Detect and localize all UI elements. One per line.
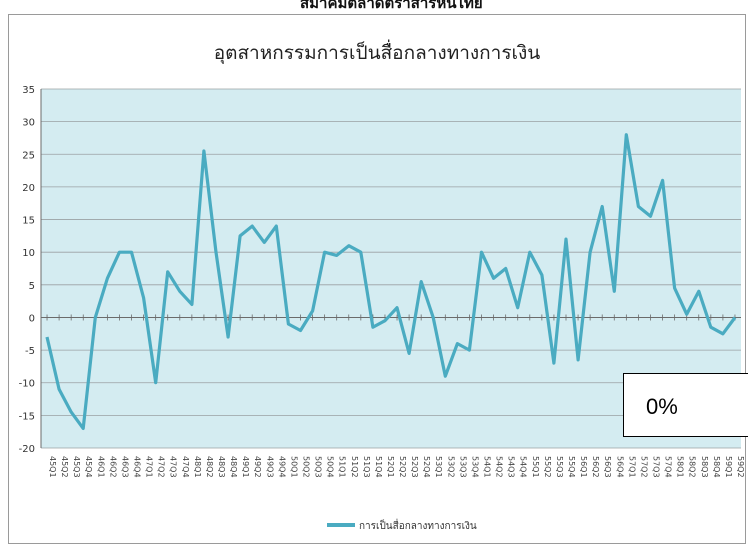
x-tick-label: 58Q2 — [688, 456, 697, 478]
y-tick-label: -10 — [19, 379, 35, 390]
x-tick-label: 49Q1 — [241, 456, 250, 478]
x-tick-label: 51Q3 — [362, 456, 371, 478]
x-tick-label: 48Q3 — [217, 456, 226, 478]
x-tick-label: 53Q4 — [470, 456, 479, 478]
x-tick-label: 51Q4 — [374, 456, 383, 478]
x-tick-label: 56Q1 — [579, 456, 588, 478]
y-tick-label: 10 — [22, 248, 35, 259]
y-tick-label: 0 — [29, 313, 35, 324]
x-tick-label: 50Q3 — [314, 456, 323, 478]
chart-frame: อุตสาหกรรมการเป็นสื่อกลางทางการเงิน 35 30… — [8, 14, 748, 544]
series-line — [45, 133, 737, 430]
x-tick-label: 52Q1 — [386, 456, 395, 478]
series-layer — [45, 133, 737, 430]
y-tick-label: -15 — [19, 411, 35, 422]
chart-title: อุตสาหกรรมการเป็นสื่อกลางทางการเงิน — [214, 39, 541, 65]
x-tick-label: 53Q2 — [446, 456, 455, 478]
clipped-header-text: สมาคมตลาดตราสารหนี้ไทย — [300, 0, 483, 12]
y-tick-label: 35 — [22, 85, 35, 96]
x-tick-label: 54Q3 — [507, 456, 516, 478]
x-tick-label: 48Q1 — [193, 456, 202, 478]
x-tick-label: 49Q3 — [265, 456, 274, 478]
x-tick-label: 55Q4 — [567, 456, 576, 478]
x-tick-label: 50Q4 — [326, 456, 335, 478]
x-tick-label: 49Q2 — [253, 456, 262, 478]
y-axis-ticks: 35 30 25 20 15 10 5 0 -5 -10 -15 -20 — [19, 85, 35, 455]
x-tick-label: 59Q1 — [724, 456, 733, 478]
x-tick-label: 47Q3 — [169, 456, 178, 478]
x-tick-label: 55Q1 — [531, 456, 540, 478]
x-tick-label: 57Q1 — [627, 456, 636, 478]
x-tick-label: 45Q1 — [48, 456, 57, 478]
x-tick-label: 48Q2 — [205, 456, 214, 478]
x-tick-label: 54Q2 — [495, 456, 504, 478]
x-tick-label: 56Q3 — [603, 456, 612, 478]
x-tick-label: 49Q4 — [277, 456, 286, 478]
overlay-value-box: 0% — [623, 373, 748, 437]
x-tick-label: 56Q2 — [591, 456, 600, 478]
x-tick-label: 52Q3 — [410, 456, 419, 478]
y-tick-label: 15 — [22, 216, 35, 227]
y-tick-label: 30 — [22, 118, 35, 129]
y-tick-label: 5 — [29, 281, 35, 292]
x-tick-label: 46Q2 — [108, 456, 117, 478]
x-tick-label: 54Q4 — [519, 456, 528, 478]
x-tick-label: 55Q2 — [543, 456, 552, 478]
x-tick-label: 45Q3 — [72, 456, 81, 478]
x-tick-label: 53Q3 — [458, 456, 467, 478]
x-tick-label: 51Q1 — [338, 456, 347, 478]
x-tick-label: 46Q1 — [96, 456, 105, 478]
x-tick-label: 51Q2 — [350, 456, 359, 478]
x-tick-label: 48Q4 — [229, 456, 238, 478]
y-tick-label: 20 — [22, 183, 35, 194]
x-tick-label: 45Q4 — [84, 456, 93, 478]
x-tick-label: 54Q1 — [483, 456, 492, 478]
x-tick-label: 55Q3 — [555, 456, 564, 478]
x-tick-label: 46Q4 — [133, 456, 142, 478]
x-tick-label: 53Q1 — [434, 456, 443, 478]
overlay-value: 0% — [646, 394, 678, 419]
x-tick-label: 47Q1 — [145, 456, 154, 478]
y-tick-label: 25 — [22, 150, 35, 161]
x-axis-ticks: 45Q1 45Q2 45Q3 45Q4 46Q1 46Q2 46Q3 46Q4 47Q1 47Q2… — [46, 314, 745, 478]
y-tick-label: -5 — [25, 346, 35, 357]
legend-label: การเป็นสื่อกลางทางการเงิน — [359, 518, 477, 532]
y-tick-label: -20 — [19, 444, 35, 455]
x-tick-label: 50Q2 — [301, 456, 310, 478]
x-tick-label: 47Q2 — [157, 456, 166, 478]
x-tick-label: 57Q4 — [664, 456, 673, 478]
x-tick-label: 57Q3 — [651, 456, 660, 478]
x-tick-label: 58Q3 — [700, 456, 709, 478]
line-chart: อุตสาหกรรมการเป็นสื่อกลางทางการเงิน 35 30… — [19, 39, 745, 532]
x-tick-label: 52Q4 — [422, 456, 431, 478]
x-tick-label: 45Q2 — [60, 456, 69, 478]
x-tick-label: 56Q4 — [615, 456, 624, 478]
x-tick-label: 57Q2 — [639, 456, 648, 478]
x-tick-label: 58Q1 — [676, 456, 685, 478]
x-tick-label: 59Q2 — [736, 456, 745, 478]
x-tick-label: 52Q2 — [398, 456, 407, 478]
x-tick-label: 50Q1 — [289, 456, 298, 478]
x-tick-label: 58Q4 — [712, 456, 721, 478]
x-tick-label: 46Q3 — [120, 456, 129, 478]
x-tick-label: 47Q4 — [181, 456, 190, 478]
legend: การเป็นสื่อกลางทางการเงิน — [327, 518, 477, 532]
